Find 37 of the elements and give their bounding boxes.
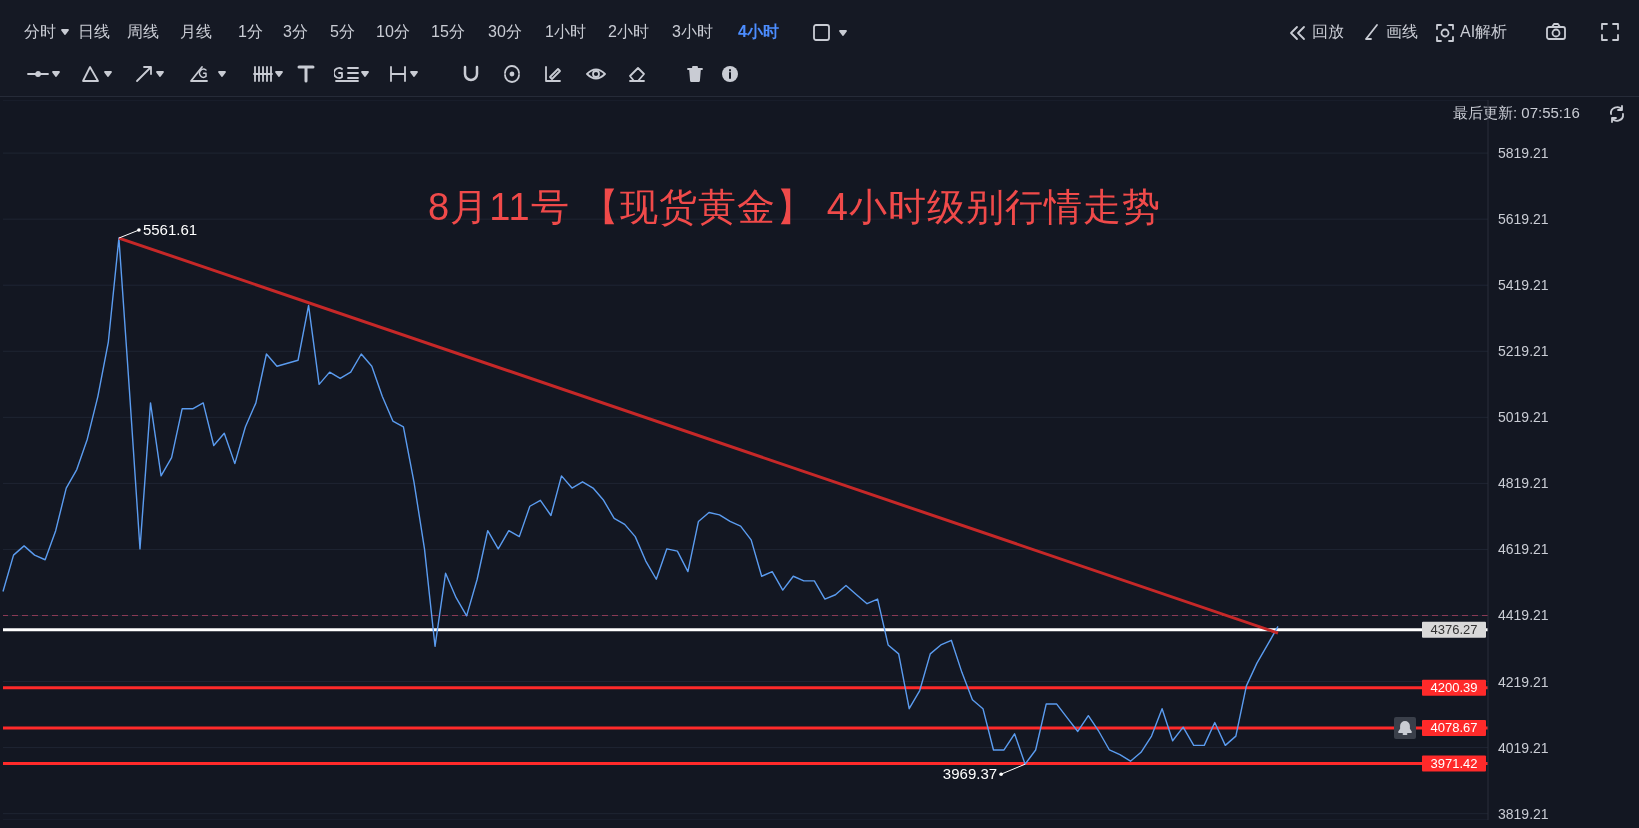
y-tick-label: 5019.21	[1498, 409, 1549, 426]
text: 3小时	[672, 22, 713, 42]
ref-line-label: 4376.27	[1430, 622, 1478, 638]
y-tick-label: 4019.21	[1498, 739, 1549, 756]
text: 1小时	[545, 22, 586, 42]
text: 1分	[238, 22, 263, 42]
text: 月线	[180, 22, 212, 42]
text: 3分	[283, 22, 308, 42]
text: 分时	[24, 22, 56, 42]
y-tick-label: 4619.21	[1498, 541, 1549, 558]
y-tick-label: 5819.21	[1498, 145, 1549, 162]
text: 周线	[127, 22, 159, 42]
ref-line-label: 4078.67	[1430, 720, 1478, 736]
text: 4小时	[738, 22, 779, 42]
y-tick-label: 4419.21	[1498, 607, 1549, 624]
text: 日线	[78, 22, 110, 42]
y-tick-label: 5419.21	[1498, 277, 1549, 294]
text: 画线	[1386, 22, 1418, 42]
ref-line-label: 4200.39	[1430, 680, 1478, 696]
annotation: 3969.37	[942, 765, 998, 783]
text: 5分	[330, 22, 355, 42]
y-tick-label: 3819.21	[1498, 805, 1549, 822]
y-tick-label: 4219.21	[1498, 673, 1549, 690]
text: AI解析	[1460, 22, 1508, 42]
y-tick-label: 5219.21	[1498, 343, 1549, 360]
y-tick-label: 4819.21	[1498, 475, 1549, 492]
text: 8月11号 【现货黄金】 4小时级别行情走势	[428, 185, 1161, 230]
text: 2小时	[608, 22, 649, 42]
text: 30分	[488, 22, 522, 42]
text: 回放	[1312, 22, 1344, 42]
y-tick-label: 5619.21	[1498, 211, 1549, 228]
text: 10分	[376, 22, 410, 42]
annotation: 5561.61	[142, 221, 198, 239]
text: 15分	[431, 22, 465, 42]
text: 最后更新: 07:55:16	[1453, 104, 1580, 123]
ref-line-label: 3971.42	[1430, 755, 1478, 771]
line-series	[2, 237, 1279, 765]
